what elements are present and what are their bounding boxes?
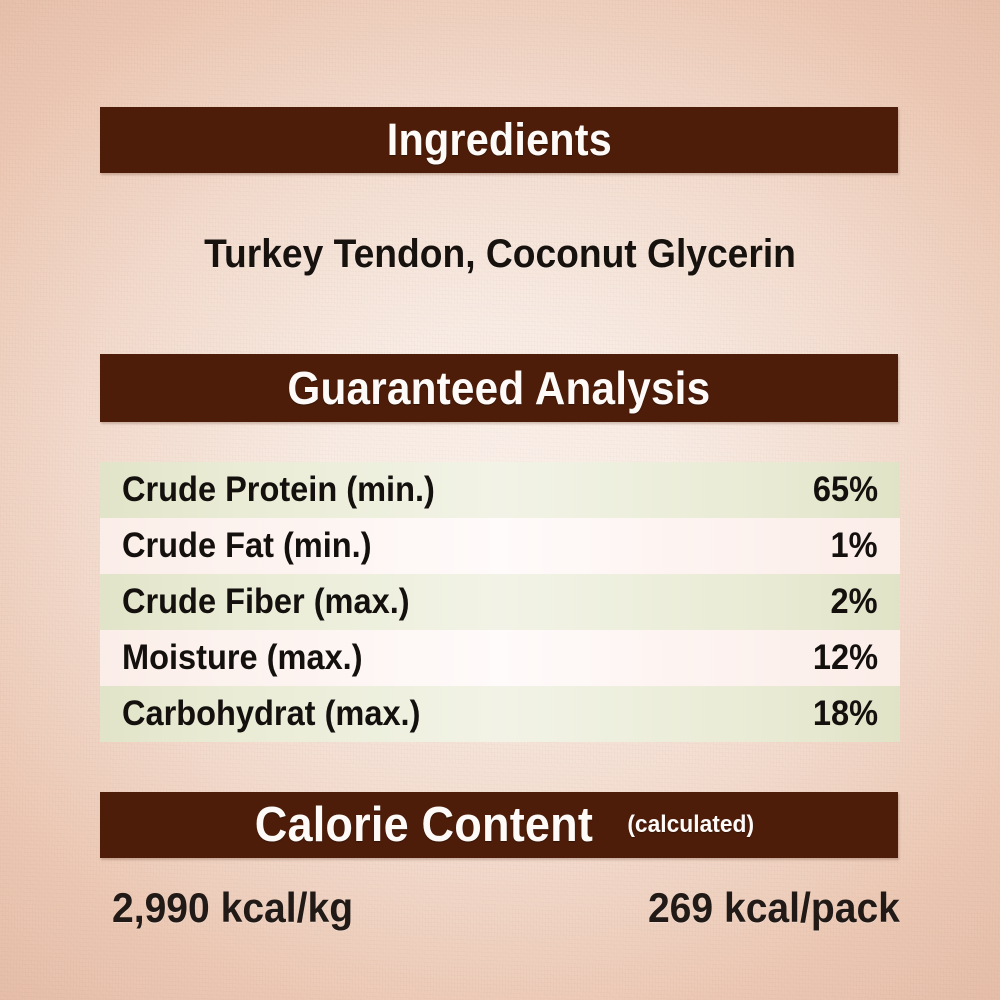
table-row: Crude Protein (min.) 65%: [100, 462, 900, 518]
analysis-nutrient-value: 2%: [830, 582, 878, 621]
analysis-nutrient-value: 65%: [812, 470, 878, 509]
ingredients-heading-banner: Ingredients: [100, 107, 898, 173]
calorie-content-heading-text: Calorie Content: [255, 798, 594, 852]
analysis-nutrient-label: Moisture (max.): [122, 638, 363, 677]
ingredients-list-text: Turkey Tendon, Coconut Glycerin: [204, 232, 796, 276]
calorie-values-row: 2,990 kcal/kg 269 kcal/pack: [112, 884, 900, 932]
analysis-nutrient-value: 18%: [812, 694, 878, 733]
guaranteed-analysis-heading-text: Guaranteed Analysis: [287, 362, 711, 414]
table-row: Carbohydrat (max.) 18%: [100, 686, 900, 742]
table-row: Crude Fat (min.) 1%: [100, 518, 900, 574]
calorie-content-calculated-note: (calculated): [627, 811, 755, 838]
table-row: Moisture (max.) 12%: [100, 630, 900, 686]
analysis-nutrient-value: 12%: [812, 638, 878, 677]
analysis-nutrient-label: Carbohydrat (max.): [122, 694, 421, 733]
ingredients-heading-text: Ingredients: [386, 114, 612, 165]
analysis-nutrient-label: Crude Fat (min.): [122, 526, 372, 565]
calorie-per-kilogram-value: 2,990 kcal/kg: [112, 884, 354, 931]
guaranteed-analysis-table: Crude Protein (min.) 65% Crude Fat (min.…: [100, 462, 900, 742]
calorie-content-heading-banner: Calorie Content (calculated): [100, 792, 898, 858]
analysis-nutrient-value: 1%: [830, 526, 878, 565]
analysis-nutrient-label: Crude Fiber (max.): [122, 582, 410, 621]
guaranteed-analysis-heading-banner: Guaranteed Analysis: [100, 354, 898, 422]
analysis-nutrient-label: Crude Protein (min.): [122, 470, 435, 509]
calorie-per-pack-value: 269 kcal/pack: [648, 884, 900, 931]
table-row: Crude Fiber (max.) 2%: [100, 574, 900, 630]
